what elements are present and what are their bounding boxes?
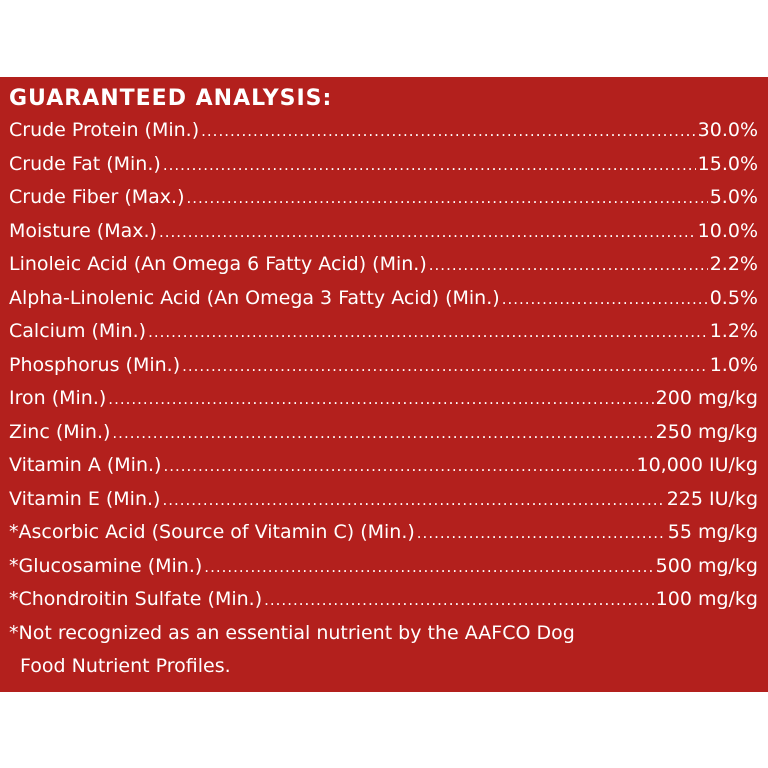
dot-leader	[264, 584, 654, 618]
dot-leader	[112, 417, 653, 451]
dot-leader	[148, 316, 708, 350]
analysis-row: Phosphorus (Min.) 1.0%	[9, 349, 758, 383]
dot-leader	[162, 484, 664, 518]
analysis-row: Linoleic Acid (An Omega 6 Fatty Acid) (M…	[9, 248, 758, 282]
nutrient-value: 30.0%	[697, 119, 758, 141]
dot-leader	[163, 450, 634, 484]
dot-leader	[108, 383, 653, 417]
nutrient-value: 10.0%	[697, 219, 758, 242]
nutrient-value: 15.0%	[697, 152, 758, 175]
analysis-row: Zinc (Min.) 250 mg/kg	[9, 416, 758, 450]
guaranteed-analysis-panel: GUARANTEED ANALYSIS: Crude Protein (Min.…	[0, 77, 768, 692]
nutrient-name: *Glucosamine (Min.)	[9, 554, 203, 577]
dot-leader	[429, 249, 708, 283]
analysis-row: *Ascorbic Acid (Source of Vitamin C) (Mi…	[9, 516, 758, 550]
dot-leader	[159, 216, 696, 250]
nutrient-value: 1.2%	[709, 320, 758, 342]
nutrient-name: Vitamin A (Min.)	[9, 454, 162, 476]
nutrient-name: Moisture (Max.)	[9, 219, 157, 242]
nutrient-name: Vitamin E (Min.)	[9, 487, 161, 510]
nutrient-value: 225 IU/kg	[666, 487, 758, 510]
nutrient-value: 0.5%	[709, 286, 758, 309]
analysis-row: Crude Fiber (Max.) 5.0%	[9, 181, 758, 215]
footnote-line-2: Food Nutrient Profiles.	[20, 654, 231, 677]
nutrient-name: Calcium (Min.)	[9, 320, 147, 342]
nutrient-value: 200 mg/kg	[655, 387, 758, 409]
analysis-list: Crude Protein (Min.) 30.0% Crude Fat (Min.…	[9, 114, 758, 617]
analysis-row: Moisture (Max.) 10.0%	[9, 215, 758, 249]
nutrient-value: 1.0%	[709, 353, 758, 376]
nutrient-name: Linoleic Acid (An Omega 6 Fatty Acid) (M…	[9, 253, 427, 275]
section-heading: GUARANTEED ANALYSIS:	[9, 86, 333, 111]
nutrient-value: 2.2%	[709, 253, 758, 275]
dot-leader	[502, 283, 708, 317]
nutrient-value: 5.0%	[709, 186, 758, 208]
nutrient-value: 500 mg/kg	[655, 554, 758, 577]
nutrient-name: *Chondroitin Sulfate (Min.)	[9, 588, 263, 610]
nutrient-value: 10,000 IU/kg	[636, 454, 759, 476]
nutrient-name: Iron (Min.)	[9, 387, 107, 409]
footnote: *Not recognized as an essential nutrient…	[9, 617, 758, 683]
dot-leader	[182, 350, 708, 384]
analysis-row: Vitamin A (Min.) 10,000 IU/kg	[9, 449, 758, 483]
dot-leader	[417, 517, 666, 551]
nutrient-name: Crude Protein (Min.)	[9, 119, 200, 141]
nutrient-name: Crude Fiber (Max.)	[9, 186, 185, 208]
analysis-row: Iron (Min.) 200 mg/kg	[9, 382, 758, 416]
analysis-row: Crude Fat (Min.) 15.0%	[9, 148, 758, 182]
analysis-row: *Chondroitin Sulfate (Min.) 100 mg/kg	[9, 583, 758, 617]
nutrient-name: Crude Fat (Min.)	[9, 152, 161, 175]
dot-leader	[201, 115, 696, 149]
nutrient-name: Phosphorus (Min.)	[9, 353, 181, 376]
dot-leader	[186, 182, 707, 216]
nutrient-name: Zinc (Min.)	[9, 420, 111, 443]
analysis-row: *Glucosamine (Min.) 500 mg/kg	[9, 550, 758, 584]
nutrient-value: 100 mg/kg	[655, 588, 758, 610]
nutrient-value: 55 mg/kg	[667, 521, 758, 543]
analysis-row: Vitamin E (Min.) 225 IU/kg	[9, 483, 758, 517]
nutrient-name: *Ascorbic Acid (Source of Vitamin C) (Mi…	[9, 521, 415, 543]
dot-leader	[204, 551, 653, 585]
analysis-row: Calcium (Min.) 1.2%	[9, 315, 758, 349]
footnote-line-1: *Not recognized as an essential nutrient…	[9, 621, 575, 644]
dot-leader	[163, 149, 696, 183]
analysis-row: Alpha-Linolenic Acid (An Omega 3 Fatty A…	[9, 282, 758, 316]
nutrient-name: Alpha-Linolenic Acid (An Omega 3 Fatty A…	[9, 286, 500, 309]
nutrient-value: 250 mg/kg	[655, 420, 758, 443]
analysis-row: Crude Protein (Min.) 30.0%	[9, 114, 758, 148]
